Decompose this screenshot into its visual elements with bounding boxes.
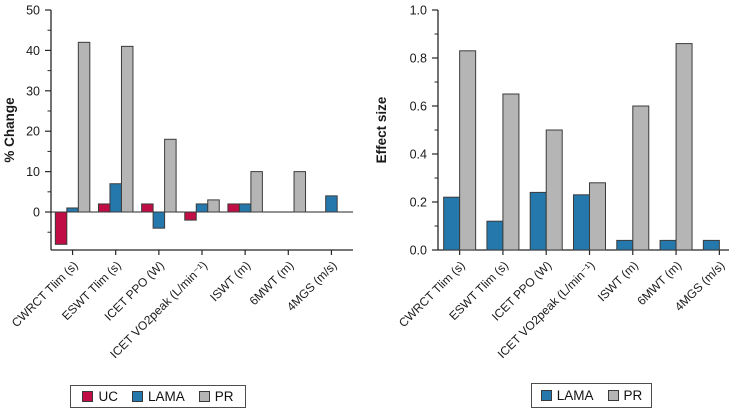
- lama-bar: [616, 239, 634, 251]
- lama-bar: [702, 239, 720, 251]
- y-tick-label: 50: [26, 4, 40, 18]
- legend-label-lama: LAMA: [556, 388, 594, 403]
- pr-bar: [502, 93, 520, 251]
- legend-label-uc: UC: [98, 389, 118, 404]
- pr-bar: [675, 43, 693, 251]
- lama-bar: [152, 211, 166, 229]
- legend-effect-size: LAMA PR: [531, 383, 652, 408]
- lama-bar: [238, 203, 252, 213]
- y-tick-label: 30: [26, 84, 40, 98]
- legend-label-pr: PR: [214, 389, 234, 404]
- pr-bar: [632, 105, 650, 251]
- y-tick-label: 1.0: [410, 4, 427, 18]
- pr-bar: [250, 171, 263, 213]
- uc-swatch-icon: [82, 391, 94, 402]
- lama-swatch-icon: [131, 391, 143, 402]
- y-tick-label: 10: [26, 165, 40, 179]
- y-axis-label: % Change: [2, 97, 17, 163]
- lama-swatch-icon: [540, 390, 552, 401]
- pr-swatch-icon: [198, 391, 210, 402]
- y-tick-label: 0.6: [410, 100, 427, 114]
- lama-bar: [573, 194, 590, 251]
- pr-bar: [164, 138, 177, 213]
- y-axis-label: Effect size: [374, 96, 389, 163]
- pr-bar: [207, 199, 220, 213]
- pr-bar: [459, 50, 477, 251]
- lama-bar: [195, 203, 209, 213]
- lama-bar: [529, 191, 547, 251]
- legend-label-lama: LAMA: [147, 389, 185, 404]
- uc-bar: [97, 203, 111, 213]
- legend-percent-change: UC LAMA PR: [70, 385, 246, 408]
- y-tick-label: 20: [26, 125, 40, 139]
- y-tick-label: 0.2: [410, 196, 427, 210]
- y-tick-label: 0.8: [410, 52, 427, 66]
- lama-bar: [659, 239, 677, 251]
- legend-item-pr: PR: [607, 388, 643, 403]
- legend-item-pr: PR: [198, 389, 234, 404]
- uc-bar: [54, 211, 68, 245]
- y-tick-label: 0.4: [410, 148, 427, 162]
- uc-bar: [141, 203, 154, 213]
- lama-bar: [443, 196, 461, 251]
- pr-bar: [545, 129, 563, 251]
- pr-bar: [589, 182, 606, 251]
- y-tick-label: 0.0: [410, 244, 427, 258]
- legend-item-lama: LAMA: [131, 389, 185, 404]
- lama-bar: [109, 183, 122, 213]
- pr-bar: [293, 171, 307, 213]
- y-tick-label: 0: [33, 206, 40, 220]
- legend-label-pr: PR: [623, 388, 643, 403]
- y-tick-label: 40: [26, 44, 40, 58]
- lama-bar: [486, 220, 504, 251]
- legend-item-uc: UC: [82, 389, 118, 404]
- uc-bar: [184, 211, 197, 221]
- pr-bar: [77, 41, 91, 213]
- lama-bar: [325, 195, 338, 213]
- pr-bar: [120, 45, 134, 213]
- legend-item-lama: LAMA: [540, 388, 594, 403]
- pr-swatch-icon: [607, 390, 619, 401]
- lama-bar: [66, 207, 79, 213]
- uc-bar: [227, 203, 240, 213]
